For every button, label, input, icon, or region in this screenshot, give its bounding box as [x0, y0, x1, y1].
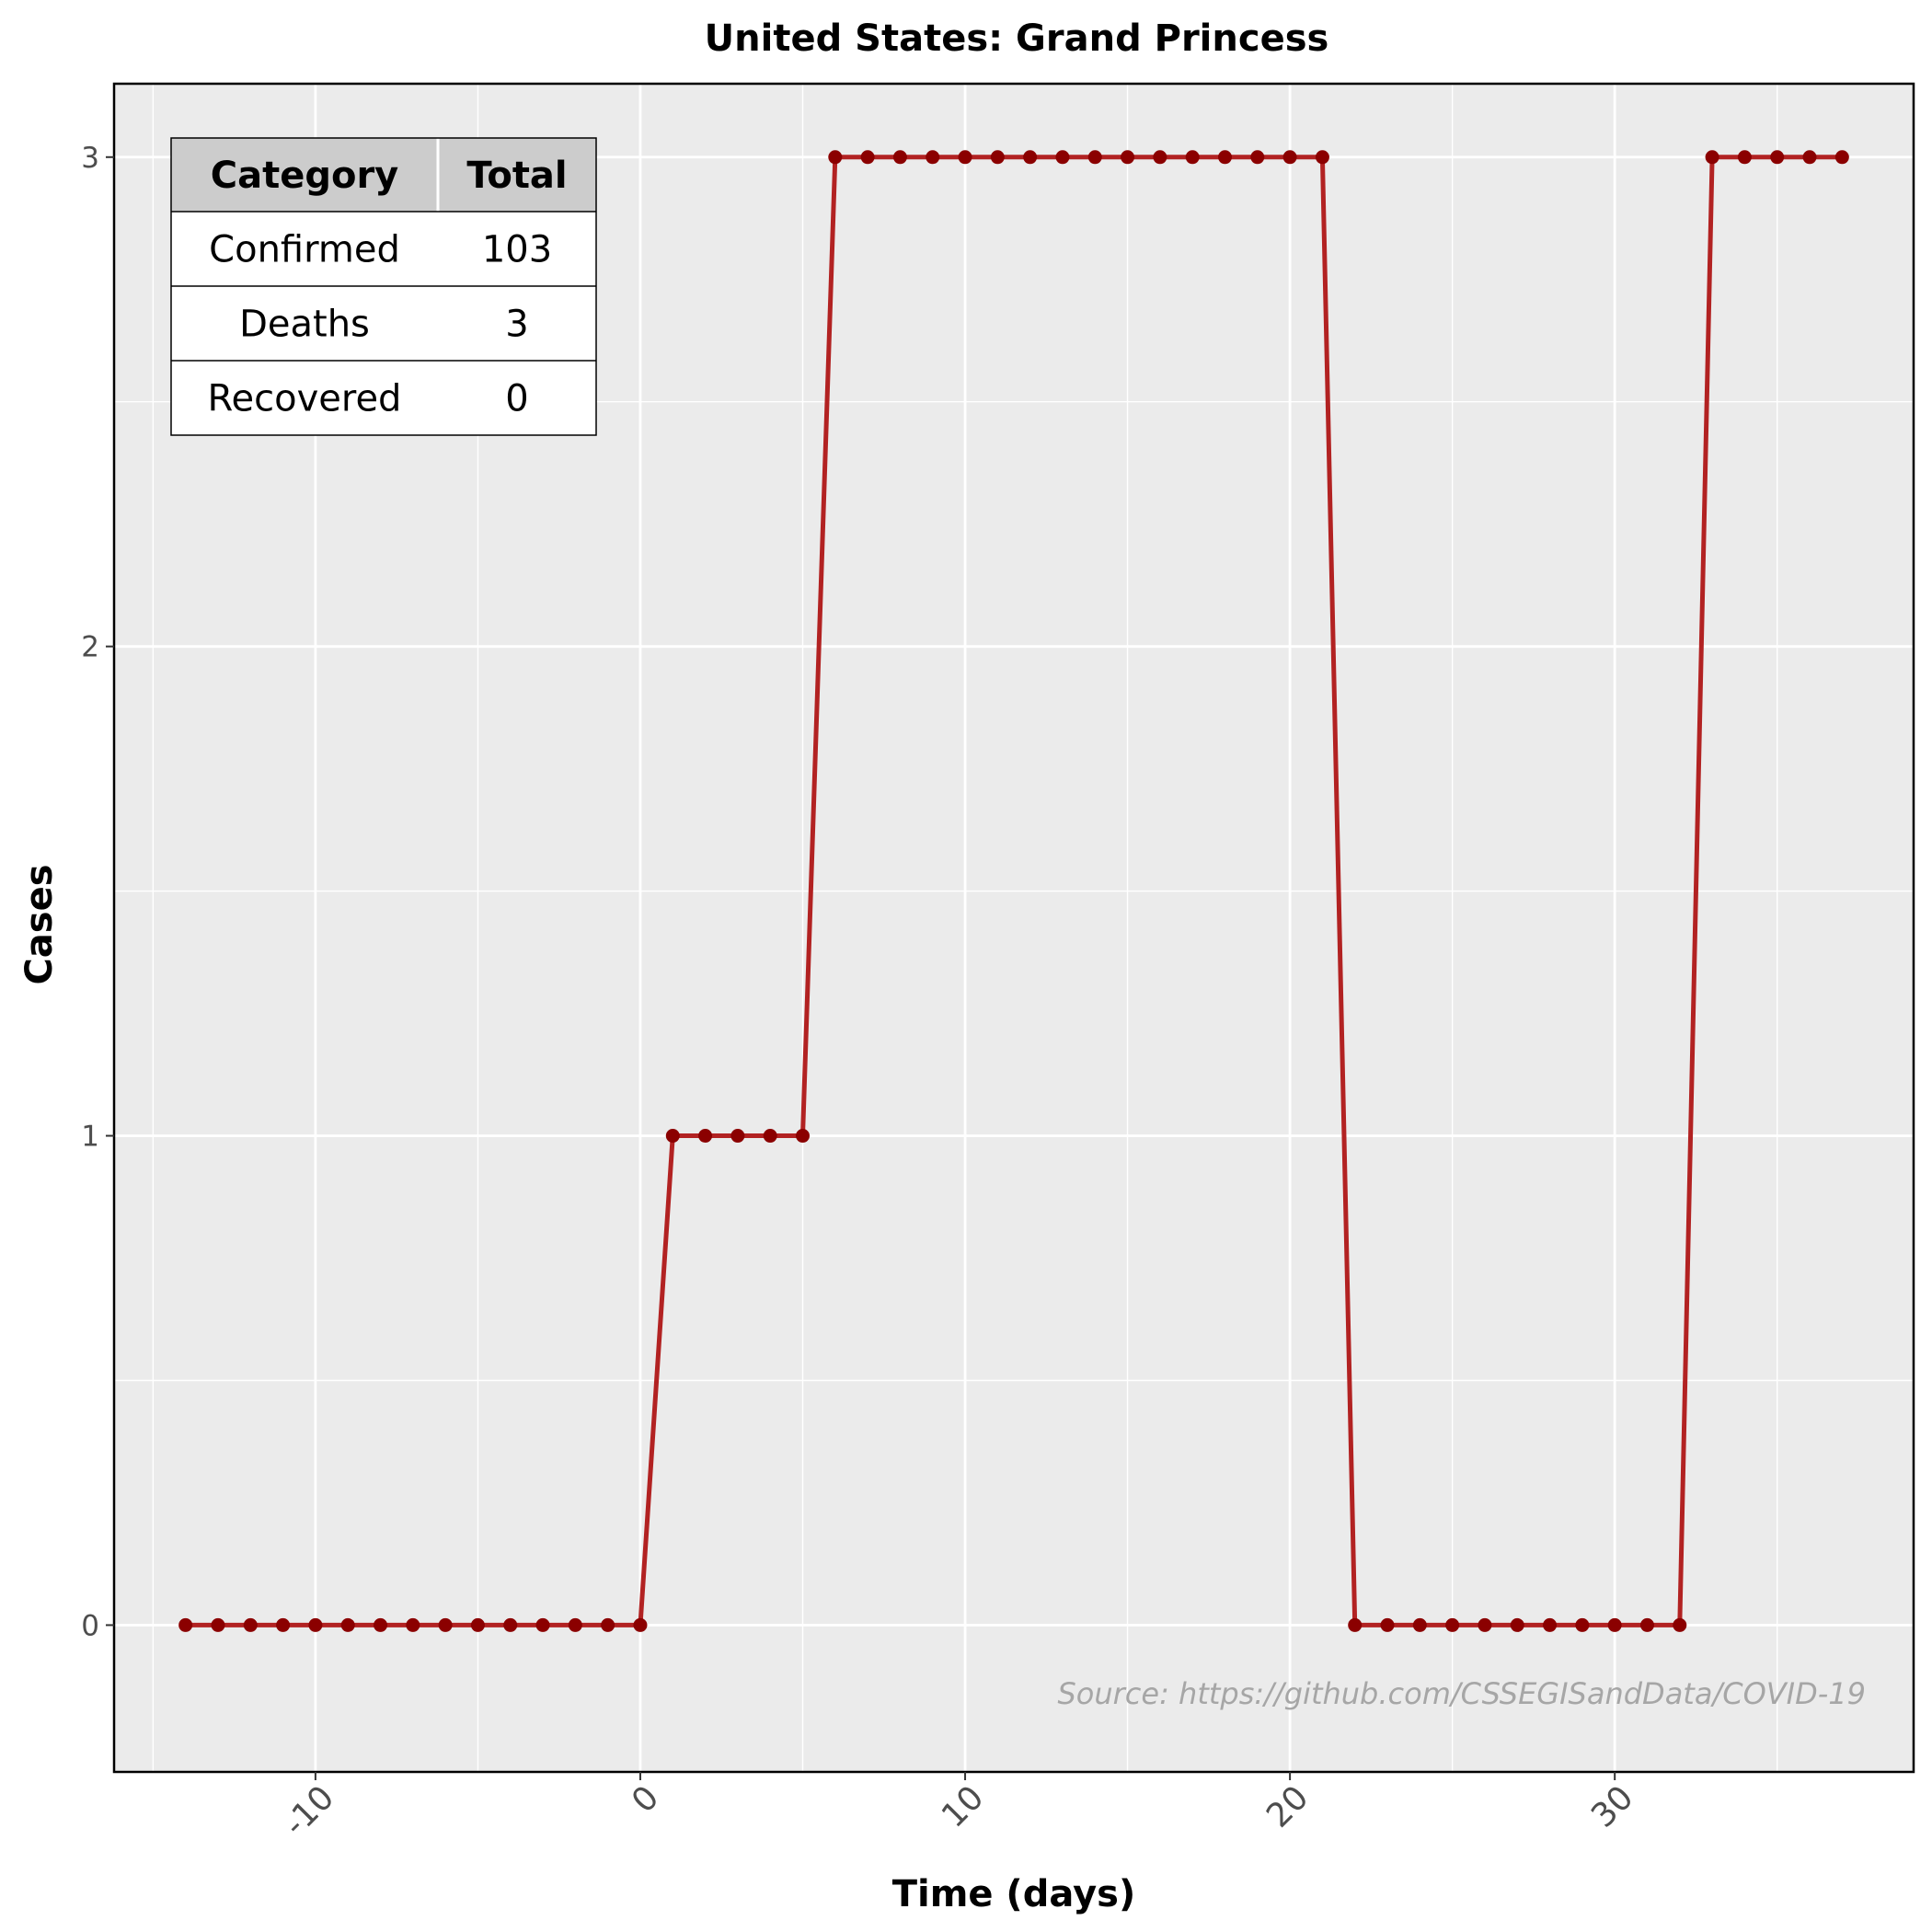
- data-point: [958, 150, 972, 165]
- data-point: [1087, 150, 1102, 165]
- data-point: [1510, 1617, 1524, 1632]
- x-tick-label: 30: [1584, 1778, 1640, 1834]
- data-point: [1185, 150, 1200, 165]
- data-point: [1282, 150, 1297, 165]
- data-point: [892, 150, 907, 165]
- data-point: [178, 1617, 193, 1632]
- table-cell-total: 0: [505, 378, 528, 420]
- data-point: [568, 1617, 582, 1632]
- data-point: [1543, 1617, 1558, 1632]
- x-axis-label: Time (days): [892, 1873, 1136, 1915]
- data-point: [503, 1617, 518, 1632]
- data-point: [1153, 150, 1167, 165]
- table-border: [170, 137, 597, 436]
- data-point: [211, 1617, 225, 1632]
- data-point: [1770, 150, 1785, 165]
- table-cell-total: 103: [482, 229, 552, 271]
- data-point: [1802, 150, 1817, 165]
- data-point: [926, 150, 940, 165]
- y-tick-label: 2: [81, 631, 99, 664]
- chart-title: United States: Grand Princess: [705, 17, 1329, 60]
- data-point: [374, 1617, 388, 1632]
- data-point: [1575, 1617, 1590, 1632]
- data-point: [1023, 150, 1038, 165]
- y-axis-label: Cases: [18, 864, 61, 984]
- data-point: [1250, 150, 1265, 165]
- x-tick-label: -10: [277, 1778, 342, 1844]
- data-point: [1121, 150, 1135, 165]
- data-point: [340, 1617, 355, 1632]
- data-point: [665, 1129, 680, 1144]
- x-tick-label: 20: [1259, 1778, 1316, 1834]
- source-annotation: Source: https://github.com/CSSEGISandDat…: [1057, 1676, 1866, 1711]
- data-point: [470, 1617, 485, 1632]
- series-line: [185, 155, 1843, 1627]
- data-point: [243, 1617, 258, 1632]
- data-point: [1445, 1617, 1460, 1632]
- series-group: [178, 150, 1849, 1632]
- data-point: [796, 1129, 811, 1144]
- data-point: [1380, 1617, 1395, 1632]
- x-tick-label: 0: [625, 1778, 666, 1820]
- data-point: [1217, 150, 1232, 165]
- plot-border: [112, 82, 1915, 1774]
- data-point: [1478, 1617, 1492, 1632]
- data-point: [730, 1129, 745, 1144]
- data-point: [1737, 150, 1752, 165]
- data-point: [990, 150, 1005, 165]
- table-cell-category: Confirmed: [209, 229, 400, 271]
- data-point: [1412, 1617, 1427, 1632]
- data-point: [698, 1129, 713, 1144]
- data-point: [860, 150, 875, 165]
- x-tick-label: 10: [935, 1778, 991, 1834]
- y-tick-label: 0: [81, 1609, 99, 1642]
- table-body-bg: [171, 212, 596, 435]
- data-point: [601, 1617, 615, 1632]
- data-point: [1055, 150, 1070, 165]
- table-cell-category: Recovered: [208, 378, 402, 420]
- data-point: [406, 1617, 420, 1632]
- data-point: [308, 1617, 323, 1632]
- data-point: [535, 1617, 550, 1632]
- data-point: [1673, 1617, 1687, 1632]
- table-header-category: Category: [211, 155, 399, 197]
- data-point: [438, 1617, 453, 1632]
- data-point: [1834, 150, 1849, 165]
- data-point: [276, 1617, 291, 1632]
- data-point: [1639, 1617, 1654, 1632]
- table-cell-category: Deaths: [239, 304, 370, 346]
- table-header-total: Total: [466, 155, 567, 197]
- summary-table: Category Total Confirmed 103 Deaths 3 Recovere…: [170, 137, 597, 436]
- data-point: [633, 1617, 648, 1632]
- table-cell-total: 3: [505, 304, 528, 346]
- data-point: [828, 150, 843, 165]
- data-point: [1705, 150, 1719, 165]
- data-point: [1315, 150, 1329, 165]
- data-point: [763, 1129, 777, 1144]
- data-point: [1607, 1617, 1622, 1632]
- y-tick-label: 3: [81, 142, 99, 175]
- data-point: [1348, 1617, 1363, 1632]
- y-tick-label: 1: [81, 1121, 99, 1154]
- table-header-bg: [171, 138, 596, 212]
